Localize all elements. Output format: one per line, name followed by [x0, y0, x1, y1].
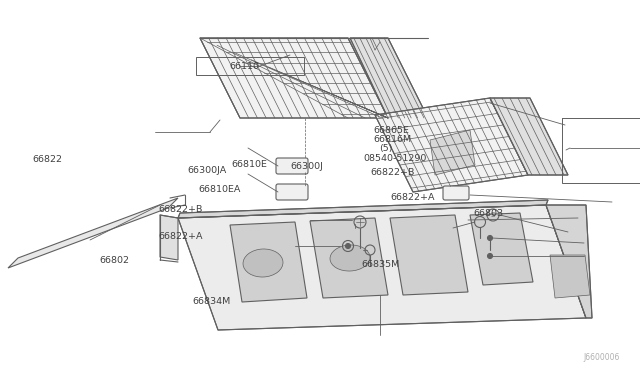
Text: (5): (5) — [379, 144, 392, 153]
Text: 66834M: 66834M — [192, 297, 230, 306]
Text: 66810EA: 66810EA — [198, 185, 241, 194]
Text: 66816M: 66816M — [374, 135, 412, 144]
Polygon shape — [160, 215, 178, 260]
Polygon shape — [490, 98, 568, 175]
Polygon shape — [390, 215, 468, 295]
Text: 66822: 66822 — [32, 155, 62, 164]
FancyBboxPatch shape — [276, 184, 308, 200]
Text: 66822+A: 66822+A — [159, 232, 204, 241]
Bar — [562, 118, 640, 183]
Text: 66803: 66803 — [474, 209, 504, 218]
Text: 66110: 66110 — [229, 62, 259, 71]
Polygon shape — [430, 130, 475, 175]
Ellipse shape — [330, 245, 370, 271]
Ellipse shape — [243, 249, 283, 277]
Polygon shape — [178, 200, 548, 218]
Text: 66822+A: 66822+A — [390, 193, 435, 202]
Polygon shape — [546, 205, 592, 318]
FancyBboxPatch shape — [276, 158, 308, 174]
Text: 66300J: 66300J — [290, 162, 323, 171]
Circle shape — [488, 253, 493, 259]
Text: 66822+B: 66822+B — [370, 168, 414, 177]
Polygon shape — [375, 98, 528, 192]
Polygon shape — [550, 255, 590, 298]
Text: 66822+B: 66822+B — [159, 205, 203, 214]
Circle shape — [346, 244, 351, 248]
Text: J6600006: J6600006 — [584, 353, 620, 362]
Text: 08540-51290: 08540-51290 — [364, 154, 427, 163]
Polygon shape — [310, 218, 388, 298]
FancyBboxPatch shape — [448, 211, 470, 224]
Text: 66810E: 66810E — [232, 160, 268, 169]
Polygon shape — [178, 205, 586, 330]
Text: 66300JA: 66300JA — [188, 166, 227, 174]
Text: S: S — [491, 212, 495, 218]
Text: 66835M: 66835M — [362, 260, 400, 269]
Text: 66865E: 66865E — [374, 126, 410, 135]
Text: 66802: 66802 — [99, 256, 129, 265]
Polygon shape — [470, 213, 533, 285]
Polygon shape — [200, 38, 388, 118]
FancyBboxPatch shape — [443, 186, 469, 200]
Polygon shape — [350, 38, 428, 118]
Polygon shape — [230, 222, 307, 302]
Circle shape — [488, 235, 493, 241]
Bar — [196, 57, 304, 75]
Polygon shape — [8, 198, 178, 268]
